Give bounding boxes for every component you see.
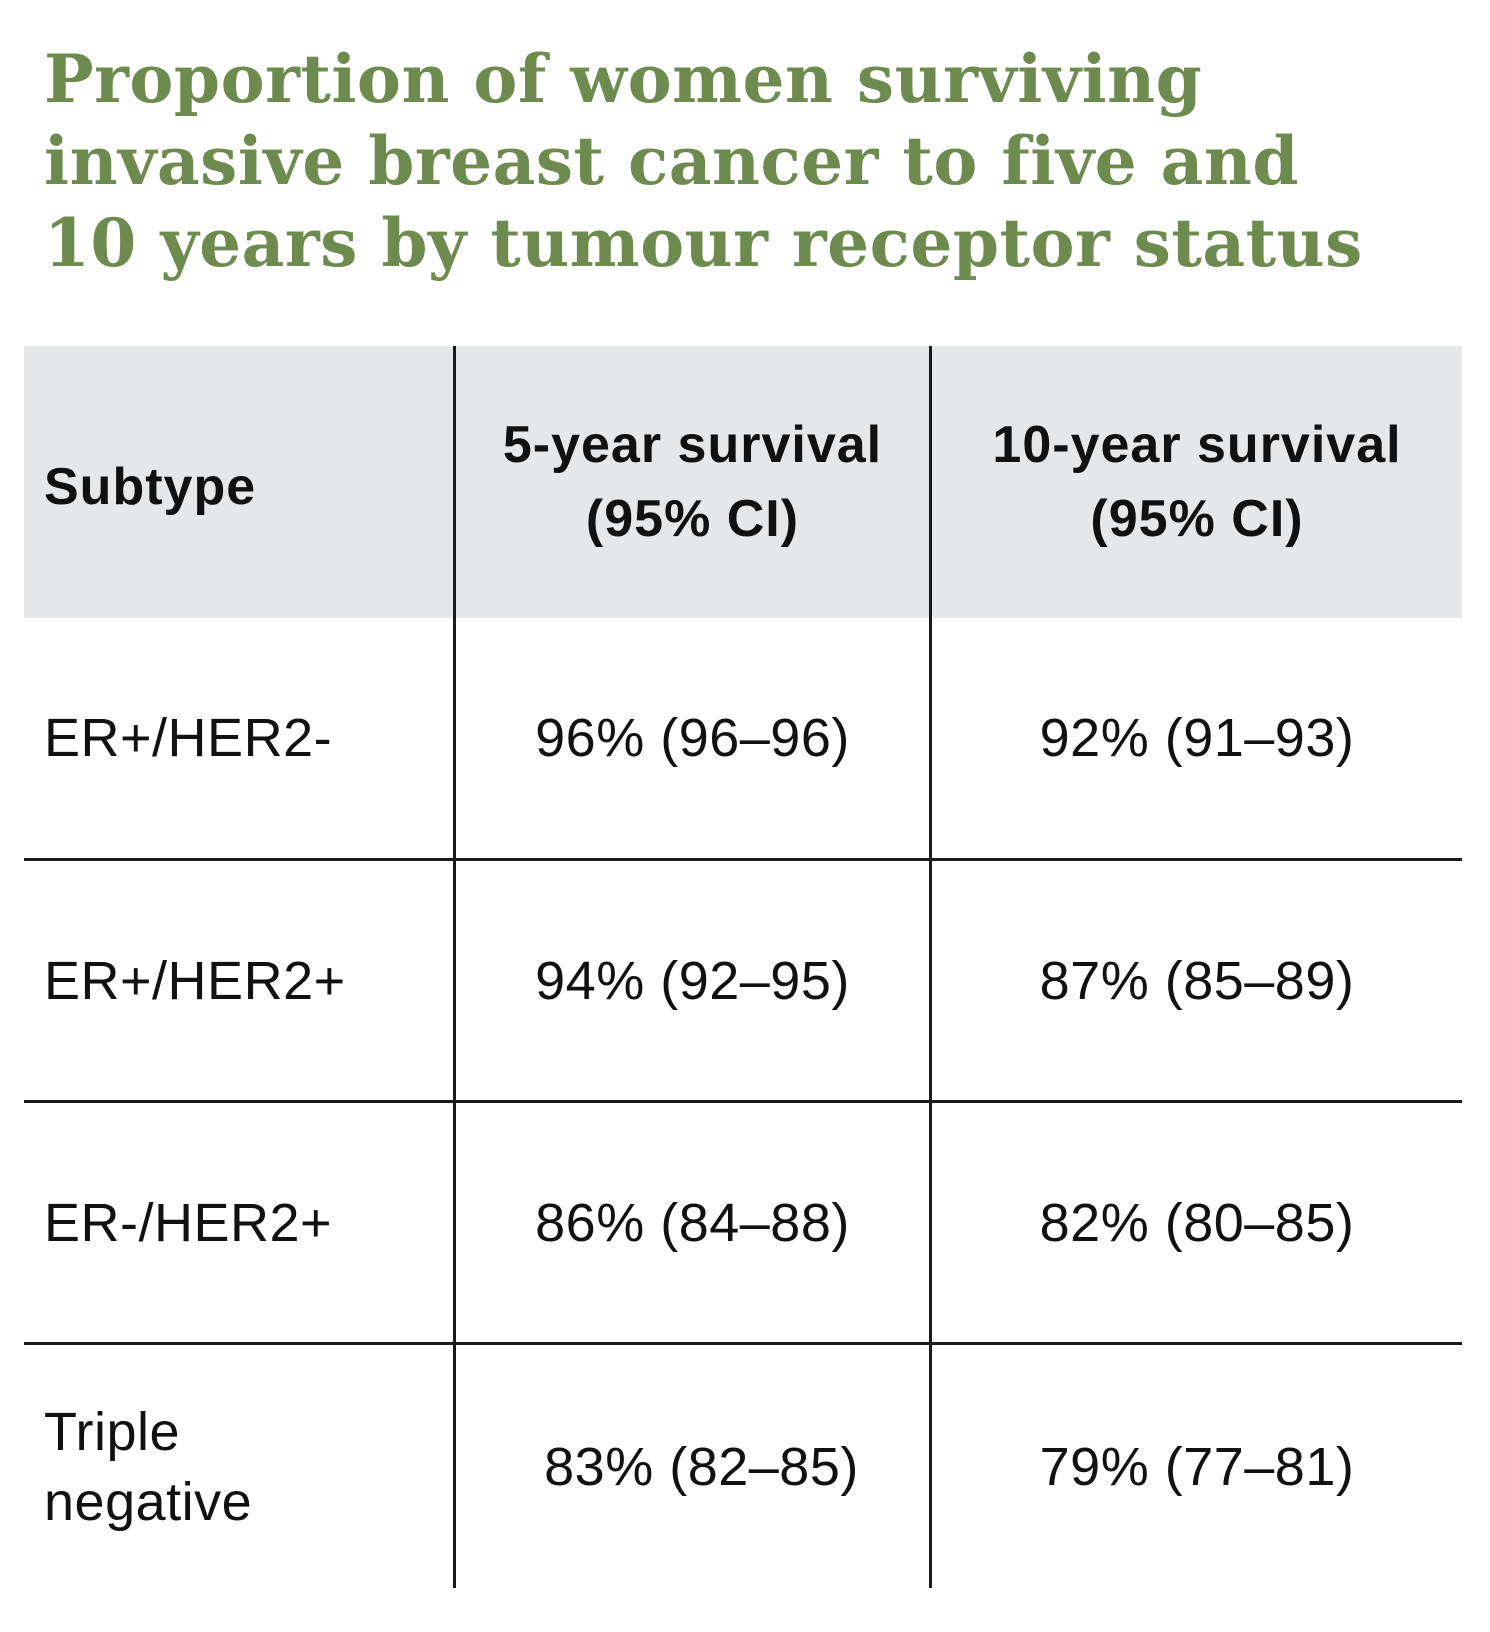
table-row-subtype: ER-/HER2+ <box>24 1103 453 1342</box>
title-line: invasive breast cancer to five and <box>44 122 1300 200</box>
subtype-label: ER+/HER2- <box>44 708 333 768</box>
header-subtype: Subtype <box>24 346 453 618</box>
subtype-label: ER+/HER2+ <box>44 950 346 1011</box>
survival-table: Subtype 5-year survival (95% CI) 10-year… <box>24 346 1462 1588</box>
header-five-year: 5-year survival (95% CI) <box>456 346 929 618</box>
header-subtype-label: Subtype <box>44 458 257 516</box>
table-row-subtype: ER+/HER2+ <box>24 861 453 1100</box>
five-year-value: 96% (96–96) <box>535 708 850 768</box>
table-cell-five-year: 96% (96–96) <box>456 618 929 858</box>
header-background <box>24 346 1462 618</box>
five-year-value: 94% (92–95) <box>535 950 850 1011</box>
subtype-label: negative <box>44 1471 253 1532</box>
row-divider <box>24 1100 1462 1103</box>
table-cell-five-year: 83% (82–85) <box>456 1345 929 1588</box>
table-cell-ten-year: 82% (80–85) <box>932 1103 1462 1342</box>
title-line: 10 years by tumour receptor status <box>44 204 1363 282</box>
title-line: Proportion of women surviving <box>44 40 1203 118</box>
ten-year-value: 79% (77–81) <box>1039 1436 1355 1497</box>
table-cell-five-year: 86% (84–88) <box>456 1103 929 1342</box>
five-year-value: 86% (84–88) <box>535 1192 850 1253</box>
header-ten-year: 10-year survival (95% CI) <box>932 346 1462 618</box>
column-divider <box>929 346 932 1588</box>
table-cell-ten-year: 92% (91–93) <box>932 618 1462 858</box>
row-divider <box>24 1342 1462 1345</box>
five-year-value: 83% (82–85) <box>544 1436 859 1497</box>
ten-year-value: 87% (85–89) <box>1039 950 1355 1011</box>
header-ten-year-line: (95% CI) <box>1090 490 1304 548</box>
header-ten-year-line: 10-year survival <box>992 416 1402 474</box>
row-divider <box>24 858 1462 861</box>
table-cell-ten-year: 79% (77–81) <box>932 1345 1462 1588</box>
table-row-subtype: ER+/HER2- <box>24 618 453 858</box>
table-cell-ten-year: 87% (85–89) <box>932 861 1462 1100</box>
header-five-year-line: (95% CI) <box>585 490 800 548</box>
header-five-year-line: 5-year survival <box>502 416 883 474</box>
ten-year-value: 92% (91–93) <box>1039 708 1355 768</box>
ten-year-value: 82% (80–85) <box>1039 1192 1355 1253</box>
subtype-label: Triple <box>44 1401 181 1462</box>
table-row-subtype: Triple negative <box>24 1345 453 1588</box>
table-cell-five-year: 94% (92–95) <box>456 861 929 1100</box>
subtype-label: ER-/HER2+ <box>44 1192 333 1253</box>
column-divider <box>453 346 456 1588</box>
chart-title: Proportion of women surviving invasive b… <box>44 38 1424 284</box>
